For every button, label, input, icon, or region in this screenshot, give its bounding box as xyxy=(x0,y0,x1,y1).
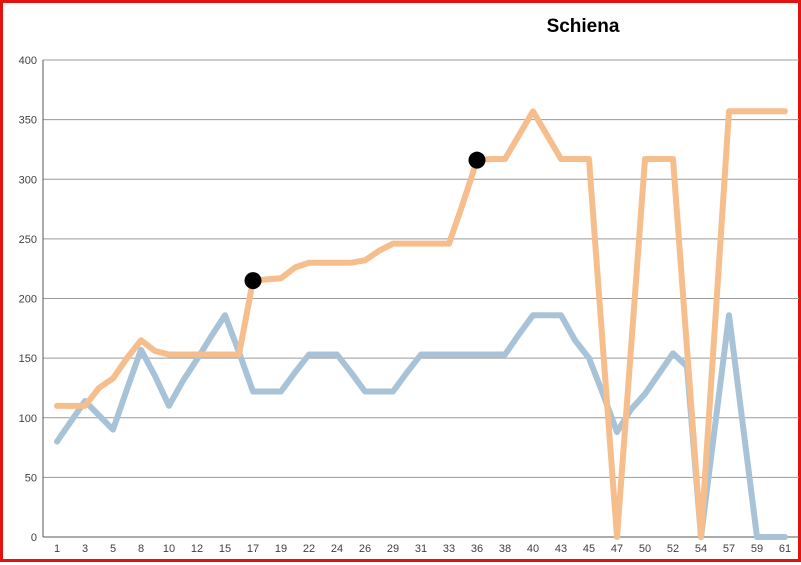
x-tick-label: 12 xyxy=(191,543,203,555)
x-tick-label: 57 xyxy=(723,543,735,555)
x-tick-label: 38 xyxy=(499,543,511,555)
y-tick-label: 100 xyxy=(19,413,37,425)
plot-area: 400 350 300 250 200 150 100 50 0 1 3 5 8 10 12 15 17 19 22… xyxy=(19,55,799,555)
x-tick-label: 15 xyxy=(219,543,231,555)
x-tick-label: 1 xyxy=(54,543,60,555)
y-tick-label: 350 xyxy=(19,115,37,127)
x-tick-label: 24 xyxy=(331,543,343,555)
y-tick-label: 250 xyxy=(19,234,37,246)
y-tick-label: 200 xyxy=(19,294,37,306)
marker-dot-17[interactable] xyxy=(244,272,262,290)
x-tick-label: 52 xyxy=(667,543,679,555)
x-tick-label: 31 xyxy=(415,543,427,555)
x-tick-label: 40 xyxy=(527,543,539,555)
x-tick-label: 26 xyxy=(359,543,371,555)
x-tick-label: 17 xyxy=(247,543,259,555)
series-line-orange-series[interactable] xyxy=(54,108,788,540)
x-tick-label: 54 xyxy=(695,543,707,555)
chart-title: Schiena xyxy=(546,16,620,37)
y-tick-label: 0 xyxy=(31,532,37,544)
x-tick-label: 3 xyxy=(82,543,88,555)
x-tick-label: 19 xyxy=(275,543,287,555)
x-tick-label: 59 xyxy=(751,543,763,555)
y-tick-label: 50 xyxy=(25,472,37,484)
x-tick-label: 43 xyxy=(555,543,567,555)
x-tick-label: 50 xyxy=(639,543,651,555)
x-tick-label: 5 xyxy=(110,543,116,555)
y-tick-label: 150 xyxy=(19,353,37,365)
x-tick-label: 45 xyxy=(583,543,595,555)
series-line-blue-series[interactable] xyxy=(54,312,788,540)
x-tick-label: 10 xyxy=(163,543,175,555)
y-tick-label: 400 xyxy=(19,55,37,67)
x-tick-label: 33 xyxy=(443,543,455,555)
x-tick-label: 8 xyxy=(138,543,144,555)
x-tick-label: 22 xyxy=(303,543,315,555)
x-tick-label: 29 xyxy=(387,543,399,555)
x-tick-label: 36 xyxy=(471,543,483,555)
x-tick-label: 47 xyxy=(611,543,623,555)
x-tick-label: 61 xyxy=(779,543,791,555)
marker-dot-36[interactable] xyxy=(468,151,486,169)
y-tick-label: 300 xyxy=(19,174,37,186)
